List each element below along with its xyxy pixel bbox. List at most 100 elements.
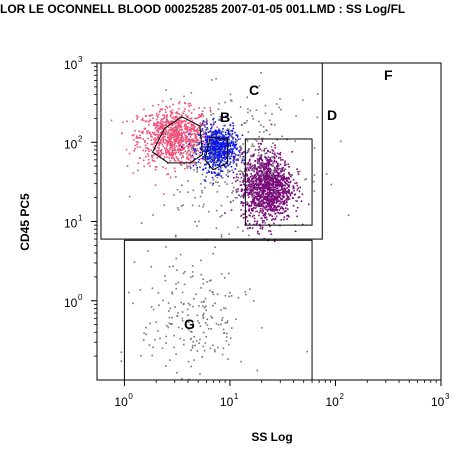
data-point [232,142,235,145]
data-point [288,173,291,175]
data-point [274,171,276,173]
data-point [286,196,289,199]
data-point [260,183,262,186]
data-point [214,175,217,177]
data-point [170,146,173,149]
data-point [191,128,194,130]
data-point [161,124,164,126]
data-point [167,151,169,153]
data-point [120,132,123,135]
data-point [286,204,288,206]
data-point [260,200,263,202]
data-point [223,332,226,334]
data-point [232,159,235,162]
data-point [193,148,195,151]
data-point [208,166,211,169]
data-point [288,184,291,187]
data-point [186,167,188,169]
data-point [287,196,290,198]
data-point [268,223,270,226]
data-point [256,193,259,195]
data-point [186,157,188,160]
data-point [205,118,208,120]
data-point [272,173,274,175]
data-point [187,314,189,317]
data-point [236,179,239,181]
data-point [171,323,173,325]
data-point [246,220,249,222]
data-point [183,162,186,165]
data-point [174,117,177,119]
data-point [270,145,273,148]
data-point [194,163,196,165]
data-point [272,169,275,172]
data-point [274,157,276,159]
data-point [246,175,249,177]
data-point [217,130,219,133]
data-point [279,98,281,100]
data-point [155,134,157,136]
data-point [242,175,245,177]
data-point [171,120,174,123]
data-point [195,149,197,152]
data-point [253,217,256,220]
data-point [210,126,213,129]
data-point [278,189,280,192]
data-point [193,108,195,111]
data-point [191,344,194,347]
data-point [164,167,167,170]
data-point [224,158,226,161]
data-point [195,162,198,164]
data-point [292,185,294,187]
data-point [239,149,242,151]
data-point [224,124,227,127]
data-point [162,299,164,302]
data-point [211,176,214,179]
data-point [218,185,221,187]
data-point [242,194,245,196]
data-point [230,100,233,102]
y-tick-label: 10 [64,217,78,231]
data-point [271,186,273,188]
data-point [254,186,256,189]
data-point [246,180,249,183]
data-point [253,170,255,173]
data-point [192,305,194,308]
data-point [192,164,195,167]
data-point [200,130,203,132]
data-point [169,147,171,149]
data-point [276,152,279,155]
data-point [209,147,211,149]
data-point [230,295,233,297]
data-point [220,273,223,275]
data-point [175,121,178,123]
data-point [153,148,156,151]
data-point [277,205,279,207]
data-point [277,172,279,175]
data-point [172,129,175,132]
data-point [220,175,222,177]
data-point [168,121,171,124]
x-tick-label: 10 [220,395,234,409]
data-point [200,123,202,126]
data-point [180,164,183,167]
data-point [180,120,182,123]
data-point [270,200,273,202]
data-point [232,144,235,146]
data-point [282,201,285,204]
data-point [257,203,260,206]
data-point [250,191,252,194]
data-point [214,133,217,136]
data-point [286,191,288,194]
data-point [209,141,212,143]
data-point [253,184,255,187]
data-point [251,168,254,170]
data-point [179,134,181,137]
data-point [277,182,280,184]
data-point [148,344,151,346]
data-point [156,138,159,141]
data-point [161,127,164,130]
data-point [244,192,246,194]
data-point [276,185,278,187]
data-point [268,162,271,165]
